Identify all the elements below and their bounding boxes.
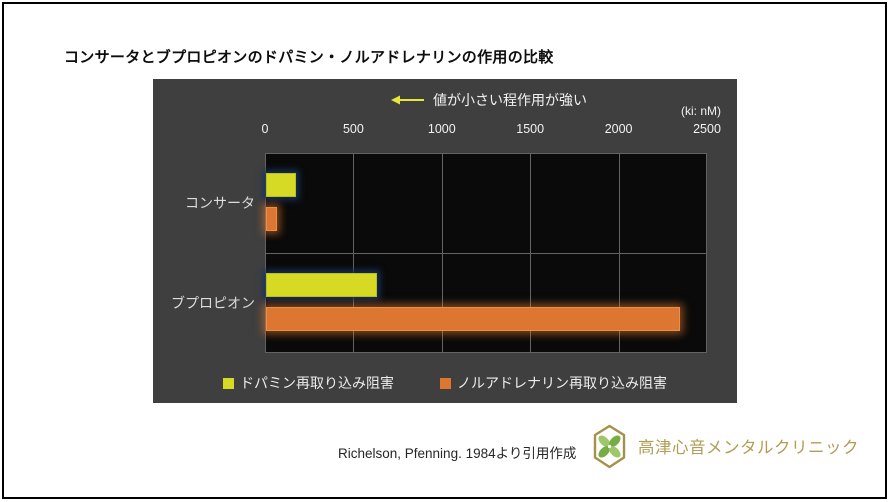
page-title: コンサータとブプロピオンのドパミン・ノルアドレナリンの作用の比較 [64,49,554,67]
bar-dopamine-row1 [266,273,378,297]
legend-item: ノルアドレナリン再取り込み阻害 [440,373,667,393]
x-tick-label: 1000 [427,122,456,136]
clinic-name: 高津心音メンタルクリニック [638,439,859,457]
annotation-text: 値が小さい程作用が強い [433,92,587,108]
plot-area [265,153,707,353]
citation: Richelson, Pfenning. 1984より引用作成 [338,446,577,461]
bar-dopamine-row0 [266,173,297,197]
x-axis: 0 500 1000 1500 2000 2500 [153,122,737,138]
legend-swatch [223,377,234,389]
legend-label: ドパミン再取り込み阻害 [240,375,394,391]
x-tick-label: 0 [261,122,269,136]
legend: ドパミン再取り込み阻害 ノルアドレナリン再取り込み阻害 [153,373,737,393]
clinic-logo: 高津心音メンタルクリニック [592,423,859,469]
chart-panel: 値が小さい程作用が強い (ki: nM) 0 500 1000 1500 2000 250… [153,79,737,403]
legend-item: ドパミン再取り込み阻害 [223,373,394,393]
x-tick-label: 500 [342,122,364,136]
category-label: コンサータ [185,195,255,211]
left-arrow-icon [391,95,424,105]
clinic-logo-icon [593,424,626,468]
x-tick-label: 1500 [516,122,545,136]
axis-unit-label: (ki: nM) [681,104,721,118]
chart-annotation: 値が小さい程作用が強い [391,90,587,110]
category-label: ブプロピオン [171,295,255,311]
x-tick-label: 2000 [604,122,633,136]
gridline-horizontal [266,253,706,254]
bar-noradrenaline-row0 [266,207,277,231]
legend-swatch [440,377,451,389]
bar-noradrenaline-row1 [266,307,680,331]
x-tick-label: 2500 [693,122,721,136]
legend-label: ノルアドレナリン再取り込み阻害 [457,375,667,391]
